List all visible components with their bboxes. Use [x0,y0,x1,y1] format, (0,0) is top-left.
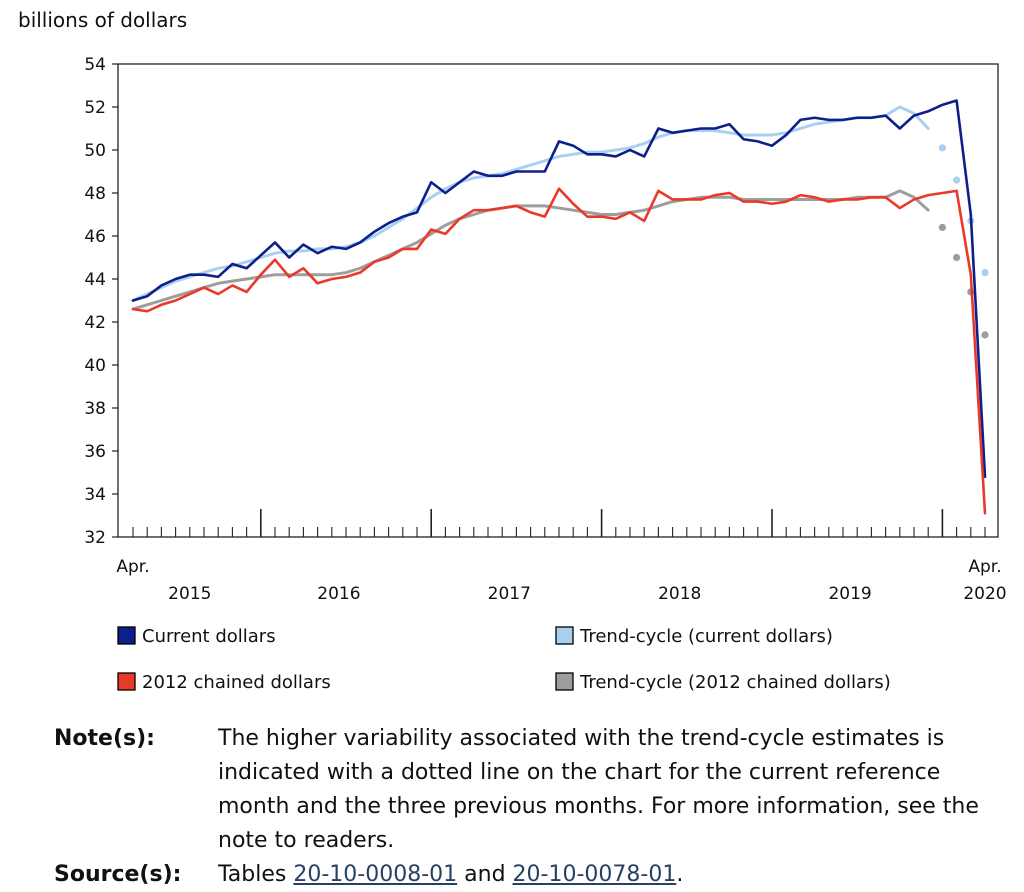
x-year-label: 2019 [828,584,871,604]
x-year-label: 2020 [963,584,1006,604]
chart-notes: Note(s): The higher variability associat… [54,722,994,892]
series-line-4 [131,189,930,311]
series-3-dotted-point [953,176,961,184]
series-3-dotted-point [938,144,947,152]
plot-frame [117,63,999,538]
y-tick-label: 38 [84,399,106,419]
y-tick-label: 48 [84,184,106,204]
y-tick-label: 42 [84,313,106,333]
legend-label: Current dollars [142,626,276,647]
y-tick-label: 52 [84,98,106,118]
source-link-table-1[interactable]: 20-10-0008-01 [293,862,458,887]
y-tick-label: 44 [84,270,106,290]
legend-label: Trend-cycle (current dollars) [579,626,833,647]
source-suffix: . [676,862,684,887]
note-text: The higher variability associated with t… [218,726,979,853]
source-row: Source(s): Tables 20-10-0008-01 and 20-1… [54,858,994,892]
series-line-3 [131,105,930,302]
source-prefix: Tables [218,862,287,887]
y-axis-title: billions of dollars [18,8,187,32]
series-3-dotted-point [981,268,989,277]
y-tick-label: 34 [84,485,106,505]
y-tick-label: 46 [84,227,106,247]
legend-swatch [117,626,136,645]
legend-swatch [555,672,574,691]
chart: billions of dollars 54 52 50 48 46 44 42 40 38 36… [18,8,1007,693]
legend-label: 2012 chained dollars [142,672,331,693]
legend-label: Trend-cycle (2012 chained dollars) [579,672,891,693]
series-line-2 [131,187,987,515]
note-row: Note(s): The higher variability associat… [54,722,994,858]
x-year-label: 2015 [168,584,211,604]
y-tick-label: 36 [84,442,106,462]
x-year-label: 2017 [488,584,531,604]
x-year-label: 2016 [317,584,360,604]
legend-swatch [117,672,136,691]
x-last-month-label: Apr. [968,557,1001,577]
source-link-table-2[interactable]: 20-10-0078-01 [512,862,677,887]
y-tick-label: 32 [84,528,106,548]
y-tick-label: 40 [84,356,106,376]
source-label: Source(s): [54,862,182,887]
series-4-dotted-point [938,223,947,231]
legend-swatch [555,626,574,645]
note-label: Note(s): [54,726,155,751]
series-4-dotted-point [953,253,961,262]
x-first-month-label: Apr. [116,557,149,577]
series-line-1 [131,99,987,479]
y-tick-label: 54 [84,55,106,75]
y-tick-label: 50 [84,141,106,161]
series-4-dotted-point [981,331,989,339]
x-year-label: 2018 [658,584,701,604]
source-text: Tables 20-10-0008-01 and 20-10-0078-01. [218,858,994,892]
source-conjunction: and [464,862,506,887]
